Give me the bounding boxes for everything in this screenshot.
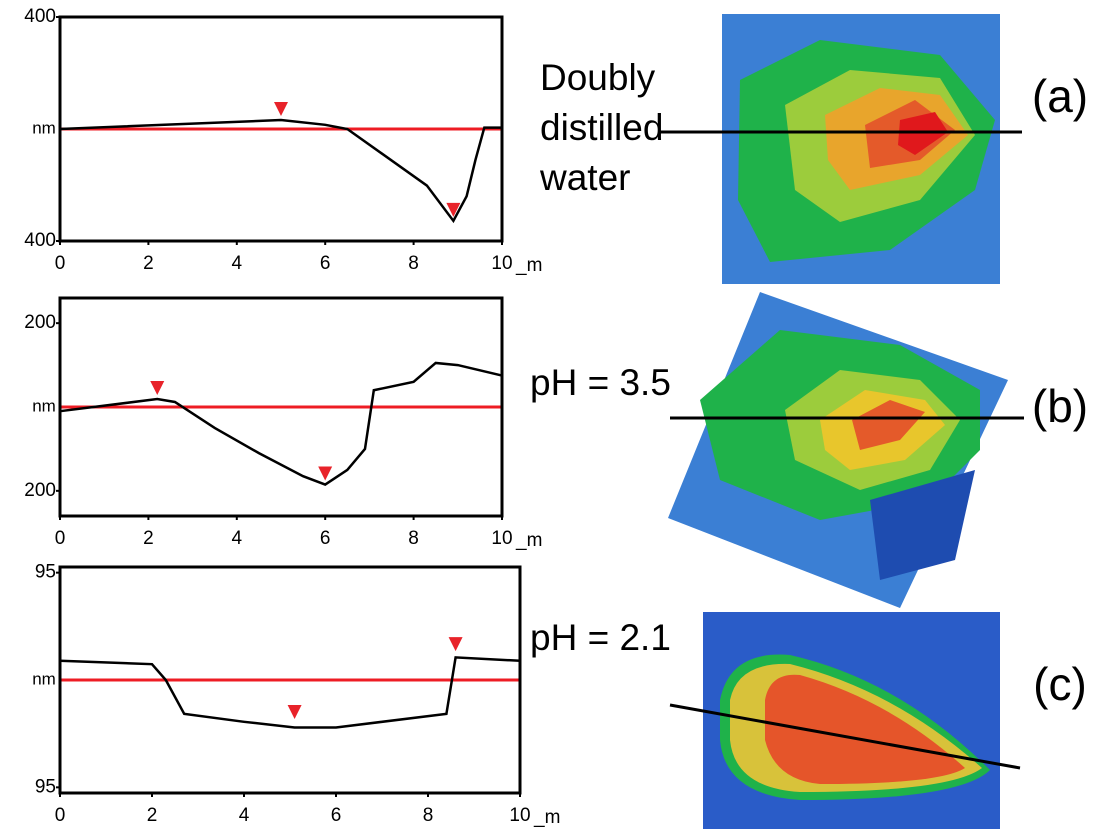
y-tick-label: 95 xyxy=(35,776,56,797)
annotation: water xyxy=(539,157,630,198)
cursor-marker xyxy=(287,704,302,719)
x-tick-label: 2 xyxy=(143,253,154,274)
x-tick-label: 0 xyxy=(55,528,66,549)
y-axis-label: nm xyxy=(32,396,56,415)
y-tick-label: 400 xyxy=(24,6,56,27)
plot-frame xyxy=(58,565,522,795)
x-tick-label: 6 xyxy=(331,805,342,826)
afm-image-a xyxy=(722,14,1000,284)
x-axis-unit: _m xyxy=(515,530,542,551)
annotation: Doubly xyxy=(540,57,656,98)
x-tick-label: 4 xyxy=(232,253,243,274)
x-tick-label: 0 xyxy=(55,805,66,826)
y-tick-label: 95 xyxy=(35,562,56,583)
y-axis-label: nm xyxy=(32,118,56,137)
x-tick-label: 6 xyxy=(320,253,331,274)
y-tick-label: 200 xyxy=(24,480,56,501)
x-tick-label: 8 xyxy=(408,528,419,549)
x-tick-label: 8 xyxy=(423,805,434,826)
x-tick-label: 10 xyxy=(491,253,512,274)
cursor-marker xyxy=(318,466,333,481)
plot-frame xyxy=(58,15,504,243)
cursor-marker xyxy=(446,202,461,217)
x-tick-label: 0 xyxy=(55,253,66,274)
x-tick-label: 6 xyxy=(320,528,331,549)
annotation: pH = 2.1 xyxy=(530,617,671,658)
y-tick-label: 400 xyxy=(24,230,56,251)
afm-image-b xyxy=(668,292,1008,608)
panel-label: (c) xyxy=(1033,658,1087,710)
x-tick-label: 10 xyxy=(491,528,512,549)
y-tick-label: 200 xyxy=(24,312,56,333)
cursor-marker xyxy=(274,102,288,117)
profile-line xyxy=(59,656,521,729)
x-tick-label: 2 xyxy=(143,528,154,549)
x-tick-label: 10 xyxy=(509,805,530,826)
annotation: distilled xyxy=(540,107,663,148)
x-axis-unit: _m xyxy=(515,255,542,276)
x-axis-unit: _m xyxy=(533,807,560,828)
cursor-marker xyxy=(150,381,165,396)
scan-line xyxy=(669,703,1021,770)
x-tick-label: 8 xyxy=(408,253,419,274)
annotation: pH = 3.5 xyxy=(530,362,671,403)
afm-image-c xyxy=(703,612,1000,829)
profile-line xyxy=(59,118,502,224)
x-tick-label: 4 xyxy=(232,528,243,549)
cursor-marker xyxy=(448,637,463,652)
plot-frame xyxy=(58,296,504,518)
y-axis-label: nm xyxy=(32,669,56,688)
panel-label: (a) xyxy=(1032,70,1088,122)
profile-line xyxy=(59,361,503,486)
panel-label: (b) xyxy=(1032,380,1088,432)
x-tick-label: 2 xyxy=(147,805,158,826)
x-tick-label: 4 xyxy=(239,805,250,826)
